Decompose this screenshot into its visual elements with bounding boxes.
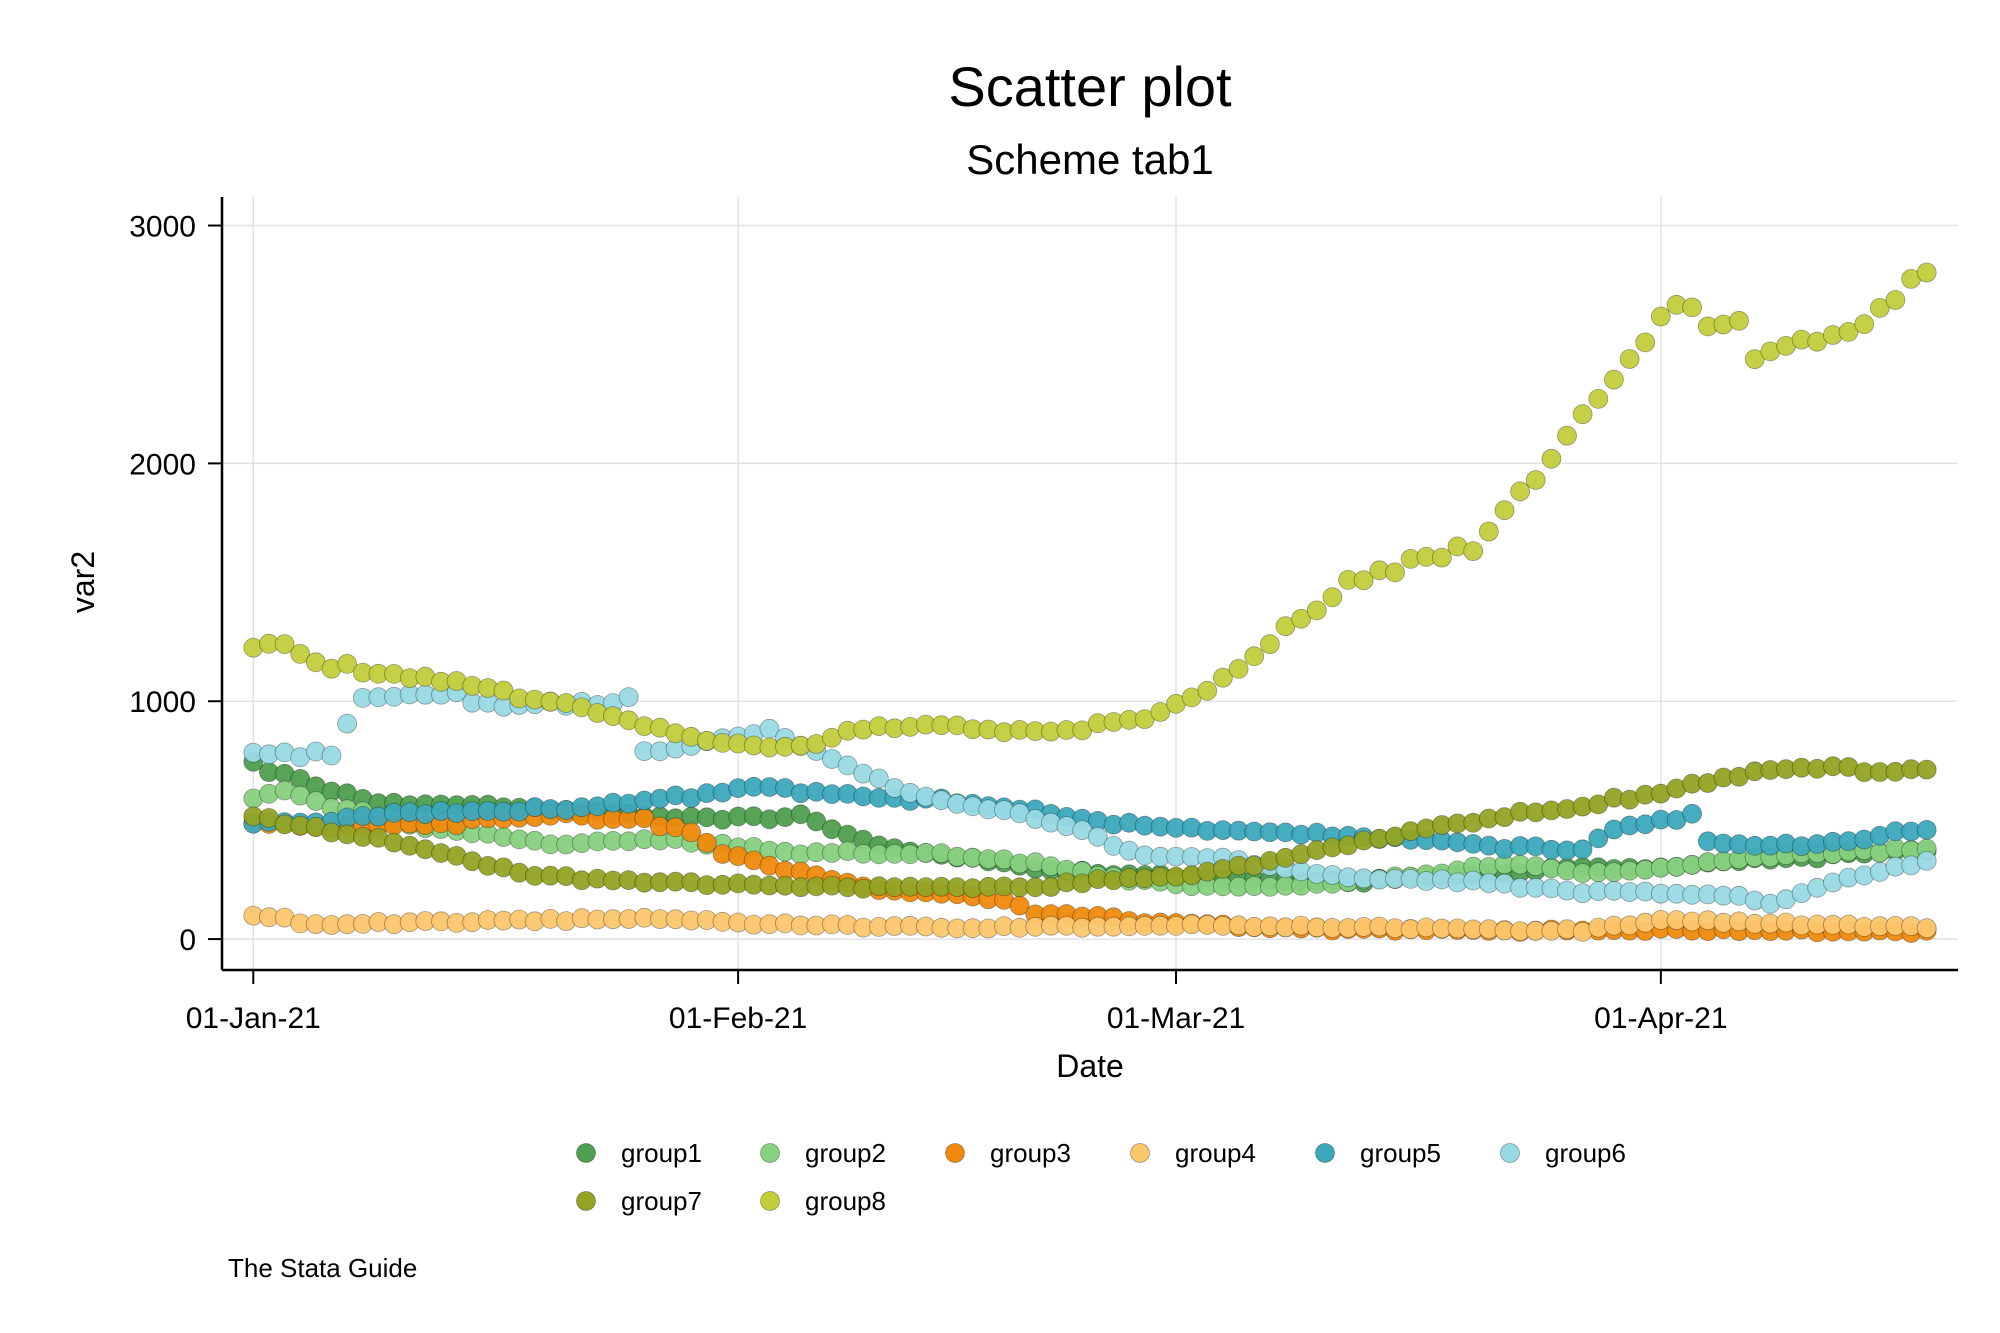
data-point	[321, 745, 342, 766]
data-point	[1525, 470, 1546, 490]
legend: group1 group2 group3 group4 group5 group6 grou…	[576, 1138, 1626, 1216]
data-point	[1306, 600, 1327, 621]
data-point	[1838, 321, 1859, 342]
legend-label: group4	[1175, 1138, 1256, 1168]
chart-subtitle: Scheme tab1	[966, 136, 1214, 183]
data-point	[1916, 851, 1937, 871]
legend-marker	[576, 1191, 596, 1211]
data-point	[274, 634, 295, 654]
data-point	[1510, 481, 1530, 502]
data-point	[1197, 680, 1218, 701]
data-point	[1619, 349, 1640, 369]
y-tick-label: 2000	[129, 448, 196, 481]
data-point	[1885, 290, 1906, 310]
data-point	[1478, 521, 1499, 542]
series-group4	[243, 905, 1937, 942]
data-point	[837, 755, 858, 776]
legend-label: group7	[621, 1186, 702, 1216]
data-point	[1150, 702, 1171, 722]
data-point	[1604, 369, 1624, 390]
data-point	[1588, 388, 1609, 409]
data-point	[869, 768, 889, 789]
legend-marker	[1130, 1143, 1150, 1163]
data-point	[1353, 570, 1374, 591]
data-point	[1432, 547, 1452, 568]
data-point	[618, 687, 639, 707]
legend-item: group4	[1130, 1138, 1256, 1168]
y-tick-label: 3000	[129, 211, 196, 244]
legend-label: group1	[621, 1138, 702, 1168]
legend-label: group5	[1360, 1138, 1441, 1168]
data-point	[1557, 425, 1577, 446]
data-point	[1916, 262, 1937, 283]
data-point	[1572, 404, 1593, 425]
y-tick-label: 0	[179, 924, 196, 957]
x-tick-label: 01-Mar-21	[1107, 1002, 1245, 1035]
legend-marker	[760, 1143, 780, 1163]
data-point	[1869, 297, 1890, 318]
data-point	[1087, 826, 1108, 847]
legend-label: group3	[990, 1138, 1071, 1168]
data-point	[1228, 659, 1249, 679]
legend-marker	[760, 1191, 780, 1211]
data-point	[1682, 803, 1702, 824]
legend-marker	[1315, 1143, 1335, 1163]
data-point	[1322, 587, 1343, 608]
data-point	[1244, 646, 1265, 667]
data-point	[1682, 297, 1702, 318]
data-point	[1650, 306, 1671, 327]
data-point	[1635, 332, 1656, 353]
x-tick-label: 01-Jan-21	[186, 1002, 321, 1035]
legend-item: group8	[760, 1186, 886, 1216]
data-point	[1541, 448, 1562, 469]
legend-item: group2	[760, 1138, 886, 1168]
chart-title: Scatter plot	[948, 55, 1232, 118]
data-point	[1463, 541, 1484, 561]
data-point	[1213, 667, 1233, 688]
data-point	[337, 713, 358, 734]
data-point	[493, 680, 514, 701]
data-point	[696, 832, 717, 853]
axes	[208, 197, 1958, 984]
series-group8	[243, 262, 1937, 758]
data-point	[1916, 918, 1937, 939]
legend-marker	[576, 1143, 596, 1163]
data-point	[1916, 820, 1937, 840]
data-point	[806, 811, 827, 832]
data-point	[1572, 839, 1593, 860]
legend-item: group1	[576, 1138, 702, 1168]
data-point	[1588, 828, 1609, 849]
data-point	[290, 644, 311, 664]
legend-label: group6	[1545, 1138, 1626, 1168]
legend-item: group7	[576, 1186, 702, 1216]
legend-label: group2	[805, 1138, 886, 1168]
x-tick-label: 01-Apr-21	[1594, 1002, 1727, 1035]
x-tick-label: 01-Feb-21	[669, 1002, 807, 1035]
data-point	[1291, 608, 1311, 629]
y-tick-label: 1000	[129, 686, 196, 719]
data-point	[1275, 616, 1296, 637]
data-points	[243, 262, 1937, 943]
data-point	[1854, 314, 1875, 335]
x-axis-title: Date	[1056, 1048, 1124, 1084]
legend-label: group8	[805, 1186, 886, 1216]
series-group7	[243, 756, 1937, 899]
legend-item: group5	[1315, 1138, 1441, 1168]
data-point	[1494, 500, 1515, 521]
data-point	[1744, 349, 1765, 370]
tick-labels: 0 1000 2000 3000 01-Jan-21 01-Feb-21 01-Mar-21…	[129, 211, 1727, 1035]
data-point	[681, 822, 702, 843]
chart-note: The Stata Guide	[228, 1253, 417, 1283]
data-point	[1260, 634, 1280, 654]
legend-marker	[945, 1143, 965, 1163]
legend-item: group6	[1500, 1138, 1626, 1168]
data-point	[1385, 562, 1405, 583]
data-point	[1916, 759, 1937, 780]
legend-marker	[1500, 1143, 1520, 1163]
y-axis-title: var2	[65, 551, 101, 613]
data-point	[1729, 310, 1749, 331]
legend-item: group3	[945, 1138, 1071, 1168]
data-point	[337, 654, 358, 674]
